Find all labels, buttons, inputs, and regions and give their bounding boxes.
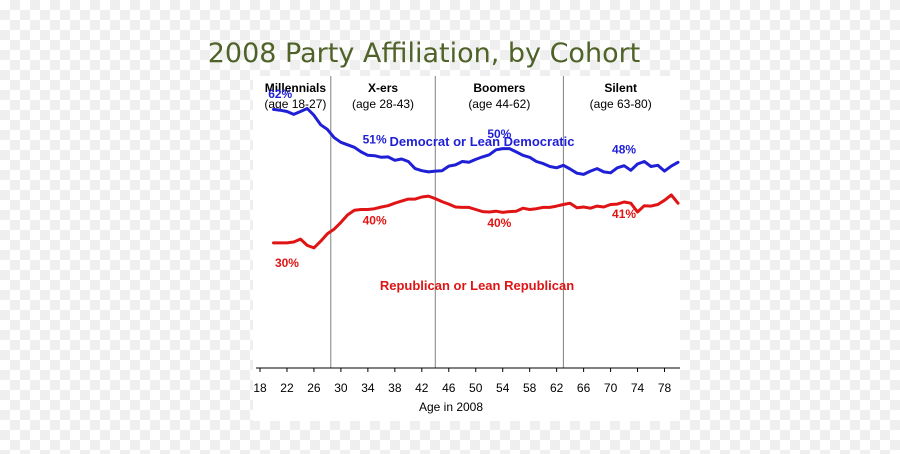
x-tick-label: 42 <box>415 381 429 395</box>
cohort-age-range: (age 63-80) <box>590 97 652 111</box>
series-lines <box>272 107 680 250</box>
cohort-name: Silent <box>604 81 637 95</box>
democrat-value-label: 62% <box>268 87 292 101</box>
x-axis-label: Age in 2008 <box>419 400 483 414</box>
republican-value-label: 40% <box>487 216 511 230</box>
cohort-age-range: (age 18-27) <box>264 97 326 111</box>
x-tick-label: 50 <box>469 381 483 395</box>
x-tick-label: 74 <box>631 381 645 395</box>
x-tick-label: 26 <box>307 381 321 395</box>
democrat-value-label: 51% <box>363 133 387 147</box>
x-tick-label: 62 <box>550 381 564 395</box>
x-tick-label: 30 <box>334 381 348 395</box>
x-tick-label: 34 <box>361 381 375 395</box>
democrat-value-label: 48% <box>612 143 636 157</box>
republican-value-label: 41% <box>612 207 636 221</box>
cohort-name: Boomers <box>473 81 525 95</box>
value-annotations: 62% 51% 50% 48% 30% 40% 40% 41% <box>268 87 636 270</box>
x-tick-label: 38 <box>388 381 402 395</box>
cohort-age-range: (age 28-43) <box>352 97 414 111</box>
x-tick-label: 66 <box>577 381 591 395</box>
democrat-line <box>272 107 680 176</box>
cohort-dividers <box>330 76 564 368</box>
cohort-labels: Millennials (age 18-27) X-ers (age 28-43) Bo… <box>264 81 651 111</box>
cohort-name: X-ers <box>368 81 398 95</box>
x-tick-label: 46 <box>442 381 456 395</box>
republican-value-label: 30% <box>275 256 299 270</box>
cohort-name: Millennials <box>265 81 327 95</box>
plot-background <box>253 76 680 421</box>
x-axis-ticks: 18 22 26 30 34 38 42 46 50 54 58 62 66 70 74 78 <box>253 368 672 395</box>
x-tick-label: 54 <box>496 381 510 395</box>
series-label-republican: Republican or Lean Republican <box>380 278 574 293</box>
republican-line <box>272 193 680 250</box>
x-tick-label: 22 <box>280 381 294 395</box>
republican-value-label: 40% <box>363 214 387 228</box>
chart-title: 2008 Party Affiliation, by Cohort <box>208 38 641 69</box>
cohort-age-range: (age 44-62) <box>468 97 530 111</box>
x-tick-label: 70 <box>604 381 618 395</box>
series-label-democrat: Democrat or Lean Democratic <box>390 134 575 149</box>
x-tick-label: 78 <box>658 381 672 395</box>
x-tick-label: 18 <box>253 381 267 395</box>
democrat-value-label: 50% <box>487 127 511 141</box>
x-tick-label: 58 <box>523 381 537 395</box>
